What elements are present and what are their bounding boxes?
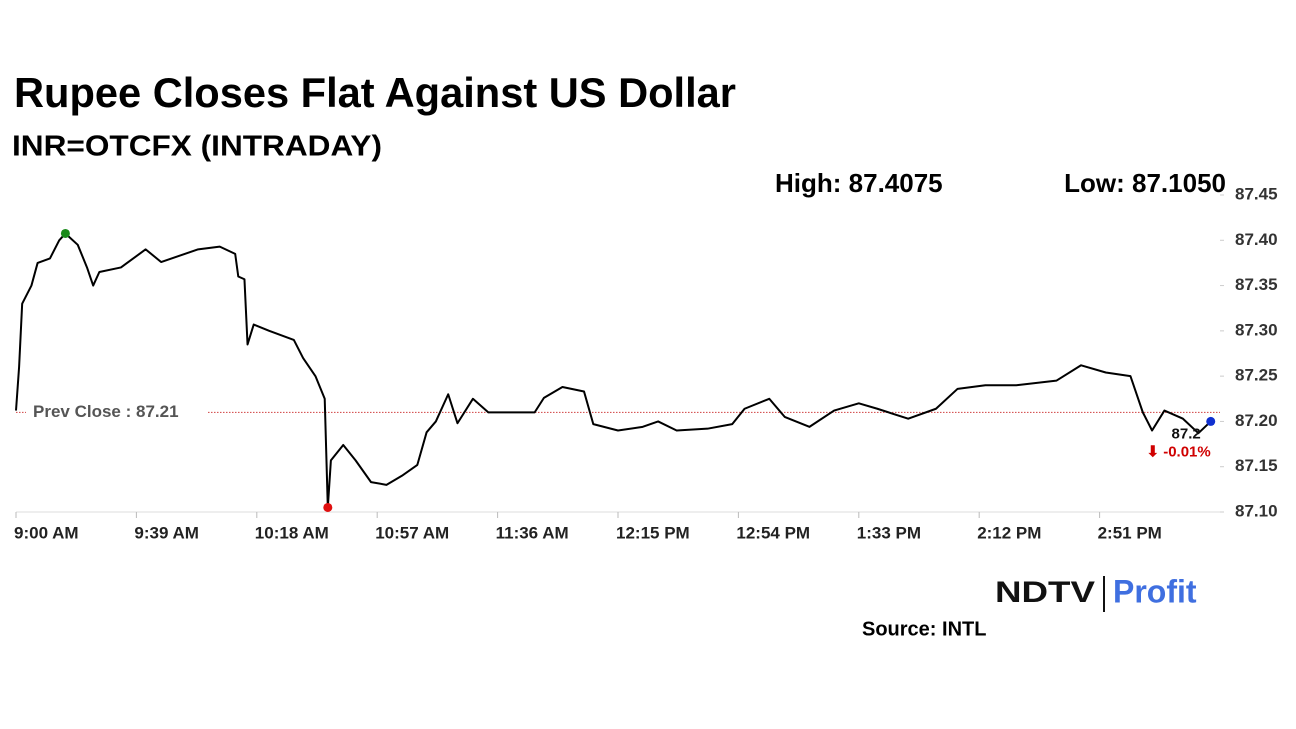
x-tick-label: 9:39 AM (134, 523, 199, 542)
high-dot (60, 228, 70, 238)
last-dot (1206, 416, 1216, 426)
chart-title: Rupee Closes Flat Against US Dollar (14, 69, 736, 116)
logo-profit: Profit (1113, 573, 1197, 609)
x-tick-label: 10:18 AM (255, 523, 329, 542)
last-value-label: 87.2 (1172, 425, 1201, 442)
y-tick-label: 87.45 (1235, 184, 1278, 203)
y-tick-label: 87.20 (1235, 411, 1278, 430)
prev-close-bg (26, 401, 208, 424)
y-tick-label: 87.40 (1235, 230, 1278, 249)
low-dot (323, 502, 333, 512)
x-tick-label: 10:57 AM (375, 523, 449, 542)
high-label: High: 87.4075 (775, 168, 943, 198)
prev-close-label: Prev Close : 87.21 (33, 402, 179, 421)
y-tick-label: 87.35 (1235, 275, 1278, 294)
y-tick-label: 87.30 (1235, 320, 1278, 339)
change-label: ⬇ -0.01% (1146, 443, 1210, 460)
logo-ndtv: NDTV (995, 576, 1095, 609)
x-tick-label: 12:15 PM (616, 523, 690, 542)
x-tick-label: 11:36 AM (496, 523, 569, 542)
chart-subtitle: INR=OTCFX (INTRADAY) (12, 131, 382, 163)
x-tick-label: 9:00 AM (14, 523, 79, 542)
x-tick-label: 2:51 PM (1098, 523, 1162, 542)
x-tick-label: 12:54 PM (736, 523, 810, 542)
x-tick-label: 1:33 PM (857, 523, 921, 542)
source: Source: INTL (862, 618, 986, 640)
y-tick-label: 87.25 (1235, 366, 1278, 385)
y-tick-label: 87.10 (1235, 501, 1278, 520)
price-line (15, 232, 1212, 509)
y-tick-label: 87.15 (1235, 456, 1278, 475)
x-tick-label: 2:12 PM (977, 523, 1041, 542)
low-label: Low: 87.1050 (1064, 168, 1226, 198)
